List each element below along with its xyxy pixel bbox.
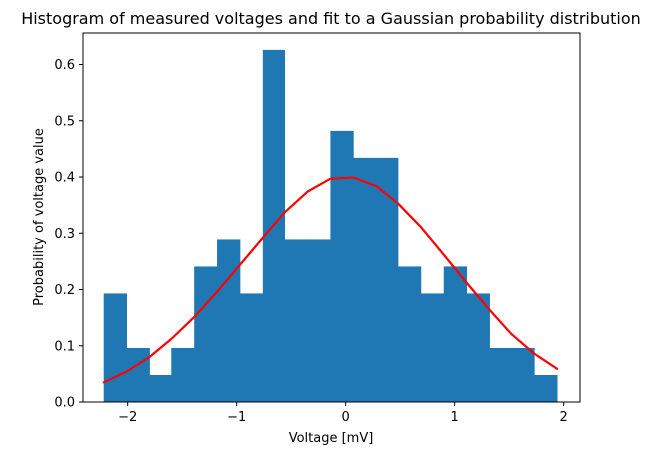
histogram-bar: [376, 157, 399, 402]
x-tick-label: −2: [118, 410, 137, 425]
histogram-bar: [217, 239, 241, 402]
y-tick-label: 0.1: [54, 339, 75, 354]
histogram-bar: [239, 293, 264, 402]
y-tick-label: 0.3: [54, 227, 75, 242]
y-tick-label: 0.5: [54, 114, 75, 129]
plot-area: −2 −1 0 1 2 0.0 0.1 0.2 0.3 0.4 0.5 0.6: [54, 32, 581, 425]
histogram-bar: [534, 375, 558, 402]
histogram-bar: [307, 239, 331, 402]
histogram-bar: [466, 293, 490, 402]
axes-frame: [82, 32, 581, 403]
histogram-bar: [103, 293, 127, 402]
histogram-bar: [511, 348, 535, 402]
histogram-bar: [353, 157, 377, 402]
x-axis-label: Voltage [mV]: [289, 431, 374, 446]
histogram-bar: [149, 375, 172, 402]
x-tick-label: 0: [342, 410, 350, 425]
histogram-bar: [284, 239, 308, 402]
y-tick-label: 0.4: [54, 171, 75, 186]
y-tick-label: 0.0: [54, 396, 75, 411]
y-tick-label: 0.6: [54, 58, 75, 73]
y-axis-label: Probability of voltage value: [32, 128, 47, 306]
histogram-bar: [489, 348, 512, 402]
histogram-bar: [443, 266, 468, 402]
y-tick-label: 0.2: [54, 283, 75, 298]
histogram-bar: [420, 293, 445, 402]
histogram-bar: [194, 266, 218, 402]
x-tick-label: −1: [227, 410, 246, 425]
histogram-bar: [126, 348, 150, 402]
gaussian-fit-line: [102, 176, 559, 384]
histogram-bar: [330, 130, 354, 402]
x-tick-label: 2: [560, 410, 568, 425]
chart-title: Histogram of measured voltages and fit t…: [21, 9, 641, 28]
x-tick-label: 1: [451, 410, 459, 425]
histogram-bar: [397, 266, 422, 402]
histogram-bar: [171, 348, 195, 402]
